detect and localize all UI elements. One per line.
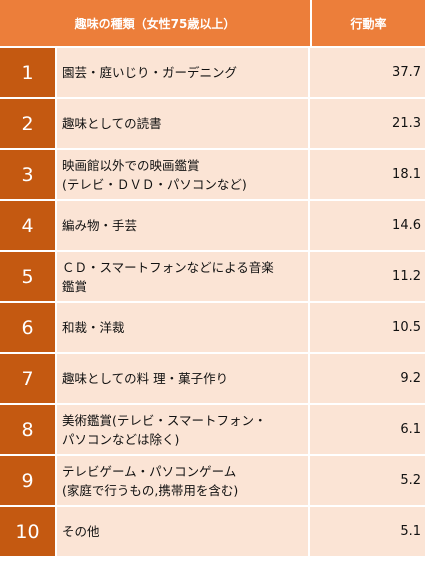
- table-header: 趣味の種類（女性75歳以上） 行動率: [0, 0, 425, 48]
- hobby-cell: 編み物・手芸: [57, 201, 310, 250]
- hobby-cell: 園芸・庭いじり・ガーデニング: [57, 48, 310, 97]
- rate-cell: 5.2: [310, 456, 425, 505]
- rank-cell: 7: [0, 354, 57, 403]
- hobby-cell: 趣味としての料 理・菓子作り: [57, 354, 310, 403]
- table-row: 10 その他 5.1: [0, 507, 425, 558]
- rate-cell: 18.1: [310, 150, 425, 199]
- rate-cell: 11.2: [310, 252, 425, 301]
- rank-cell: 6: [0, 303, 57, 352]
- rate-cell: 37.7: [310, 48, 425, 97]
- table-row: 3 映画館以外での映画鑑賞 (テレビ・ＤＶＤ・パソコンなど) 18.1: [0, 150, 425, 201]
- rate-cell: 21.3: [310, 99, 425, 148]
- table-row: 8 美術鑑賞(テレビ・スマートフォン・ パソコンなどは除く) 6.1: [0, 405, 425, 456]
- rank-cell: 4: [0, 201, 57, 250]
- rate-cell: 14.6: [310, 201, 425, 250]
- rank-cell: 8: [0, 405, 57, 454]
- rank-cell: 10: [0, 507, 57, 556]
- table-row: 7 趣味としての料 理・菓子作り 9.2: [0, 354, 425, 405]
- table-row: 2 趣味としての読書 21.3: [0, 99, 425, 150]
- rank-cell: 3: [0, 150, 57, 199]
- hobby-cell: 趣味としての読書: [57, 99, 310, 148]
- rank-cell: 9: [0, 456, 57, 505]
- hobby-column-header: 趣味の種類（女性75歳以上）: [74, 16, 236, 31]
- table-row: 6 和裁・洋裁 10.5: [0, 303, 425, 354]
- table-row: 9 テレビゲーム・パソコンゲーム (家庭で行うもの,携帯用を含む) 5.2: [0, 456, 425, 507]
- rank-cell: 1: [0, 48, 57, 97]
- rank-cell: 5: [0, 252, 57, 301]
- hobby-cell: ＣＤ・スマートフォンなどによる音楽 鑑賞: [57, 252, 310, 301]
- hobby-cell: 和裁・洋裁: [57, 303, 310, 352]
- rank-cell: 2: [0, 99, 57, 148]
- table-row: 1 園芸・庭いじり・ガーデニング 37.7: [0, 48, 425, 99]
- hobby-cell: テレビゲーム・パソコンゲーム (家庭で行うもの,携帯用を含む): [57, 456, 310, 505]
- rate-cell: 5.1: [310, 507, 425, 556]
- hobby-cell: 映画館以外での映画鑑賞 (テレビ・ＤＶＤ・パソコンなど): [57, 150, 310, 199]
- table-row: 4 編み物・手芸 14.6: [0, 201, 425, 252]
- rate-cell: 6.1: [310, 405, 425, 454]
- rate-column-header: 行動率: [310, 0, 425, 46]
- hobby-cell: その他: [57, 507, 310, 556]
- rate-cell: 9.2: [310, 354, 425, 403]
- table-row: 5 ＣＤ・スマートフォンなどによる音楽 鑑賞 11.2: [0, 252, 425, 303]
- hobby-cell: 美術鑑賞(テレビ・スマートフォン・ パソコンなどは除く): [57, 405, 310, 454]
- rate-cell: 10.5: [310, 303, 425, 352]
